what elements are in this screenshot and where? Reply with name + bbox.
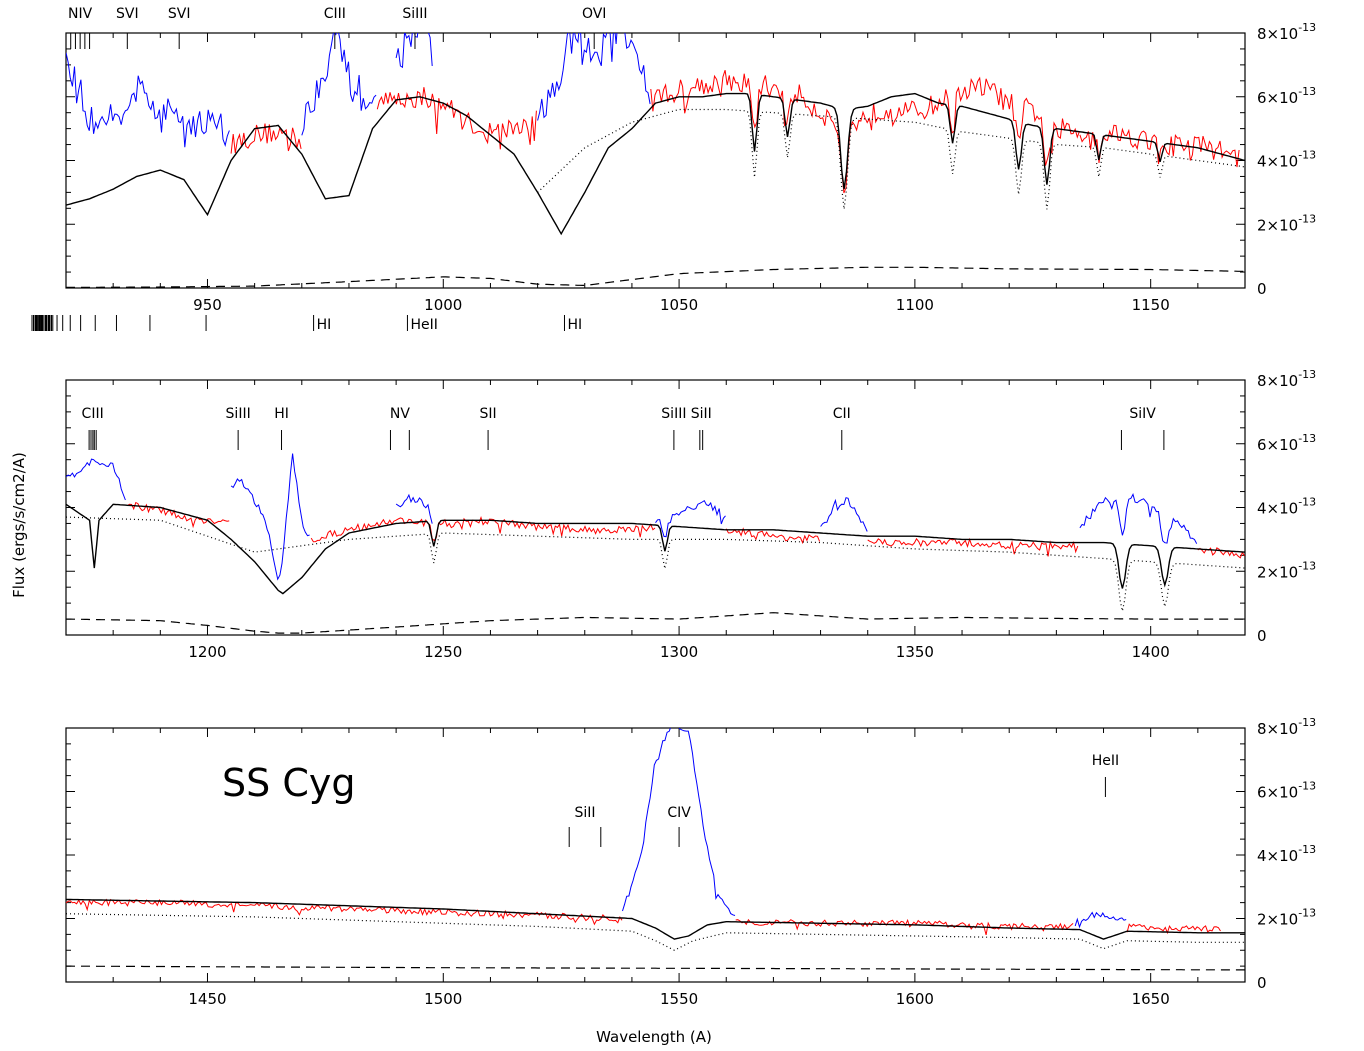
line-id-label: SiIII — [226, 406, 251, 422]
series-model_component_dotted — [66, 516, 1245, 612]
lyman-series-label: HI — [567, 317, 582, 333]
series-observed_fit — [230, 123, 302, 154]
x-tick-label: 1450 — [188, 990, 226, 1008]
y-tick-label: 4×10-13 — [1257, 149, 1316, 171]
series-model_total — [66, 503, 1245, 595]
line-id-label: CIII — [82, 406, 104, 422]
line-id-label: HI — [274, 406, 289, 422]
x-tick-label: 1400 — [1132, 643, 1170, 661]
series-observed_masked — [820, 497, 868, 532]
y-tick-label: 2×10-13 — [1257, 212, 1316, 234]
series-observed_fit — [310, 515, 656, 543]
x-tick-label: 1350 — [896, 643, 934, 661]
series-model_component_dashed — [66, 266, 1245, 288]
y-tick-label: 8×10-13 — [1257, 716, 1316, 738]
series-observed_fit — [1197, 547, 1245, 559]
series-observed_masked — [395, 493, 433, 524]
series-observed_fit — [867, 537, 1079, 557]
series-observed_fit — [1126, 923, 1221, 935]
line-id-label: CIV — [667, 805, 691, 821]
line-id-label: CII — [833, 406, 851, 422]
y-tick-label: 6×10-13 — [1257, 432, 1316, 454]
series-observed_fit — [66, 898, 623, 926]
x-tick-label: 1200 — [188, 643, 226, 661]
series-observed_fit — [735, 918, 1074, 936]
lyman-series-label: HI — [317, 317, 332, 333]
y-tick-label: 8×10-13 — [1257, 368, 1316, 390]
line-id-label: SiII — [691, 406, 712, 422]
series-model_component_dotted — [537, 108, 1245, 210]
line-id-label: SII — [480, 406, 497, 422]
line-id-label: SiIII — [661, 406, 686, 422]
y-tick-label: 8×10-13 — [1257, 21, 1316, 43]
plot-area — [66, 33, 1245, 288]
series-observed_masked — [1074, 911, 1127, 929]
line-id-label: NV — [390, 406, 410, 422]
line-id-label: HeII — [1092, 753, 1119, 769]
series-model_component_dashed — [66, 965, 1245, 971]
panel-top: 950 1000 1050 1100 1150 0 2×10-13 4×10-13 6×10-1… — [65, 6, 1316, 314]
series-observed_masked — [66, 52, 230, 148]
series-observed_masked — [622, 728, 736, 916]
lyman-series-label: HeII — [410, 317, 437, 333]
series-model_component_dashed — [66, 612, 1245, 634]
y-tick-label: 0 — [1257, 974, 1267, 992]
series-observed_fit — [376, 87, 537, 150]
line-id-label: NIV — [68, 6, 93, 22]
line-id-label: SVI — [168, 6, 191, 22]
y-tick-label: 0 — [1257, 627, 1267, 645]
line-id-label: SiII — [574, 805, 595, 821]
x-tick-label: 1650 — [1132, 990, 1170, 1008]
y-tick-label: 2×10-13 — [1257, 559, 1316, 581]
series-model_total — [66, 898, 1245, 940]
series-observed_fit — [725, 527, 821, 545]
plot-frame — [65, 32, 1246, 289]
series-model_total — [66, 92, 1245, 236]
line-id-label: OVI — [582, 6, 606, 22]
series-observed_masked — [537, 33, 651, 121]
series-observed_fit — [650, 70, 1080, 194]
x-tick-label: 1000 — [424, 296, 462, 314]
series-observed_masked — [655, 499, 726, 538]
series-observed_masked — [1079, 493, 1198, 544]
series-model_component_dotted — [66, 913, 1245, 951]
x-tick-label: 1250 — [424, 643, 462, 661]
x-tick-label: 1600 — [896, 990, 934, 1008]
x-tick-label: 950 — [193, 296, 222, 314]
series-observed_masked — [395, 33, 433, 69]
panel-bottom: 1450 1500 1550 1600 1650 0 2×10-13 4×10-13 6×10-… — [65, 716, 1316, 1008]
x-tick-label: 1500 — [424, 990, 462, 1008]
x-tick-label: 1300 — [660, 643, 698, 661]
object-label: SS Cyg — [222, 761, 355, 805]
y-tick-label: 6×10-13 — [1257, 85, 1316, 107]
y-tick-label: 6×10-13 — [1257, 780, 1316, 802]
line-id-label: CIII — [324, 6, 346, 22]
plot-area — [66, 728, 1245, 971]
x-tick-label: 1150 — [1132, 296, 1170, 314]
y-tick-label: 2×10-13 — [1257, 907, 1316, 929]
x-axis-label: Wavelength (A) — [596, 1028, 712, 1046]
series-observed_masked — [230, 453, 310, 581]
line-id-label: SiIV — [1129, 406, 1156, 422]
line-id-label: SiIII — [402, 6, 427, 22]
panel-middle: 1200 1250 1300 1350 1400 0 2×10-13 4×10-13 6×10-… — [65, 368, 1316, 661]
x-tick-label: 1100 — [896, 296, 934, 314]
series-observed_masked — [66, 458, 126, 501]
plot-area — [66, 453, 1245, 634]
y-tick-label: 4×10-13 — [1257, 843, 1316, 865]
series-observed_fit — [127, 501, 230, 529]
x-tick-label: 1050 — [660, 296, 698, 314]
y-tick-label: 4×10-13 — [1257, 496, 1316, 518]
y-tick-label: 0 — [1257, 280, 1267, 298]
line-id-label: SVI — [116, 6, 139, 22]
x-tick-label: 1550 — [660, 990, 698, 1008]
y-axis-label: Flux (ergs/s/cm2/A) — [10, 452, 28, 598]
series-observed_masked — [301, 33, 377, 136]
